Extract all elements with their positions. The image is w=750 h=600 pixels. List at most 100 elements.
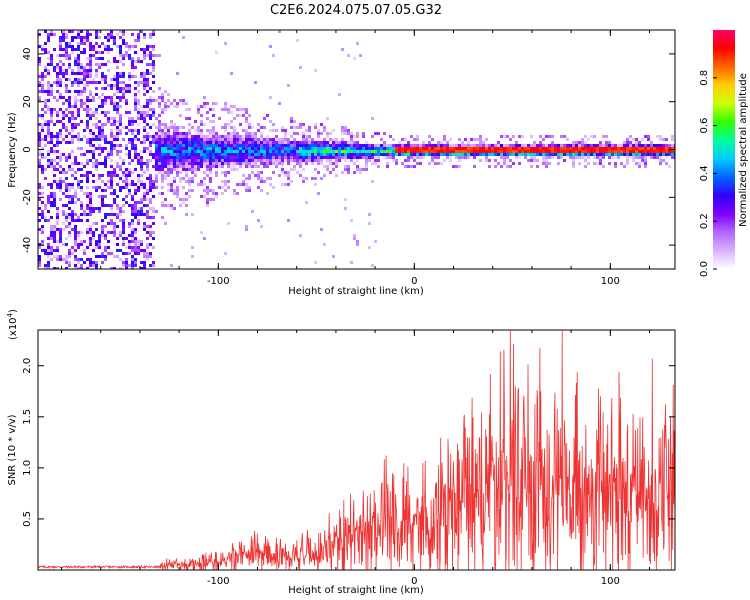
spectrogram-cell [389, 153, 392, 156]
spectrogram-cell [635, 162, 638, 165]
spectrogram-cell [215, 159, 218, 162]
spectrogram-cell [44, 99, 47, 102]
spectrogram-cell [428, 147, 431, 150]
spectrogram-cell [281, 162, 284, 165]
spectrogram-cell [665, 138, 668, 141]
spectrogram-cell [161, 111, 164, 114]
spectrogram-cell [80, 42, 83, 45]
spectrogram-cell [326, 147, 329, 150]
spectrogram-cell [83, 42, 86, 45]
spectrogram-cell [242, 114, 245, 117]
spectrogram-cell [605, 135, 608, 138]
spectrogram-cell [428, 162, 431, 165]
spectrogram-cell [74, 228, 77, 231]
spectrogram-cell [545, 150, 548, 153]
spectrogram-cell [209, 135, 212, 138]
spectrogram-cell [377, 147, 380, 150]
spectrogram-cell [590, 147, 593, 150]
spectrogram-cell [347, 165, 350, 168]
spectrogram-cell [422, 153, 425, 156]
spectrogram-cell [131, 264, 134, 267]
spectrogram-cell [44, 204, 47, 207]
spectrogram-cell [122, 93, 125, 96]
spectrogram-cell [80, 219, 83, 222]
spectrogram-cell [92, 99, 95, 102]
spectrogram-cell [149, 255, 152, 258]
spectrogram-cell [176, 153, 179, 156]
spectrogram-cell [89, 72, 92, 75]
spectrogram-cell [65, 45, 68, 48]
spectrogram-cell [143, 105, 146, 108]
spectrogram-cell [650, 144, 653, 147]
spectrogram-cell [659, 135, 662, 138]
spectrogram-cell [116, 144, 119, 147]
spectrogram-cell [344, 126, 347, 129]
spectrogram-cell [263, 159, 266, 162]
spectrogram-cell [203, 159, 206, 162]
spectrogram-cell [302, 180, 305, 183]
spectrogram-cell [431, 138, 434, 141]
spectrogram-cell [77, 60, 80, 63]
spectrogram-cell [146, 189, 149, 192]
spectrogram-cell [89, 63, 92, 66]
spectrogram-cell [395, 144, 398, 147]
spectrogram-cell [137, 162, 140, 165]
spectrogram-cell [137, 90, 140, 93]
spectrogram-cell [212, 165, 215, 168]
colorbar-tick-label: 0.4 [699, 165, 710, 181]
spectrogram-cell [335, 147, 338, 150]
spectrogram-cell [284, 171, 287, 174]
spectrogram-cell [86, 174, 89, 177]
spectrogram-cell [83, 66, 86, 69]
spectrogram-cell [239, 135, 242, 138]
spectrogram-cell [143, 186, 146, 189]
colorbar: 0.00.20.40.60.8 Normalized spectral ampl… [699, 30, 749, 277]
spectrogram-cell [365, 159, 368, 162]
spectrogram-cell [491, 147, 494, 150]
spectrogram-cell [113, 192, 116, 195]
spectrogram-cell [473, 165, 476, 168]
spectrogram-cell [188, 159, 191, 162]
spectrogram-cell [86, 267, 89, 269]
spectrogram-cell [80, 36, 83, 39]
spectrogram-cell [47, 108, 50, 111]
spectrogram-cell [134, 75, 137, 78]
spectrogram-cell [416, 153, 419, 156]
spectrogram-cell [644, 165, 647, 168]
colorbar-tick-label: 0.2 [699, 213, 710, 229]
spectrogram-cell [245, 150, 248, 153]
spectrogram-cell [410, 150, 413, 153]
spectrogram-cell [38, 228, 41, 231]
spectrogram-cell [125, 144, 128, 147]
spectrogram-cell [131, 222, 134, 225]
spectrogram-cell [185, 213, 188, 216]
spectrogram-cell [284, 132, 287, 135]
spectrogram-cell [176, 186, 179, 189]
spectrogram-cell [65, 255, 68, 258]
spectrogram-cell [629, 153, 632, 156]
spectrogram-cell [632, 159, 635, 162]
spectrogram-cell [173, 135, 176, 138]
spectrogram-cell [80, 267, 83, 269]
spectrogram-cell [110, 159, 113, 162]
spectrogram-cell [323, 129, 326, 132]
spectrogram-cell [65, 195, 68, 198]
spectrogram-cell [80, 180, 83, 183]
spectrogram-cell [122, 72, 125, 75]
spectrogram-cell [125, 126, 128, 129]
spectrogram-cell [233, 162, 236, 165]
spectrogram-cell [80, 168, 83, 171]
spectrogram-cell [530, 147, 533, 150]
spectrogram-cell [221, 126, 224, 129]
spectrogram-cell [80, 264, 83, 267]
spectrogram-cell [95, 36, 98, 39]
spectrogram-cell [260, 189, 263, 192]
spectrogram-cell [620, 144, 623, 147]
spectrogram-cell [122, 75, 125, 78]
spectrogram-cell [167, 105, 170, 108]
spectrogram-cell [452, 165, 455, 168]
spectrogram-cell [74, 156, 77, 159]
spectrogram-cell [101, 78, 104, 81]
spectrogram-cell [65, 159, 68, 162]
spectrogram-cell [215, 51, 218, 54]
